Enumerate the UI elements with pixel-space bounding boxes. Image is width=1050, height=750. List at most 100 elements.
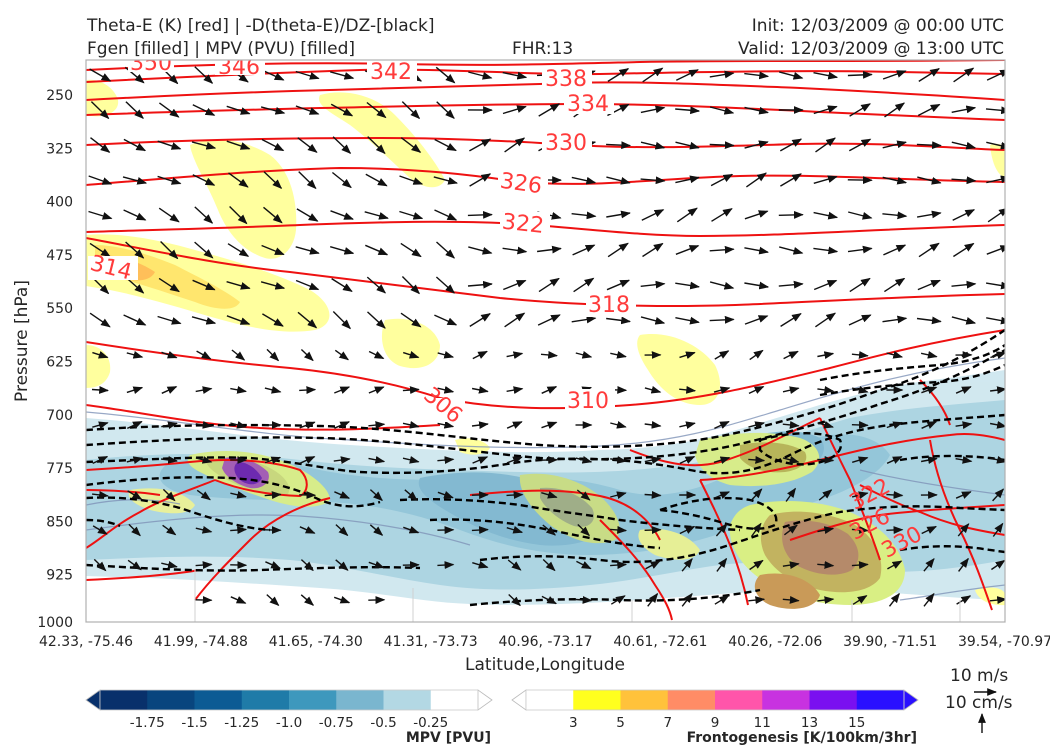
wind-vector — [921, 421, 938, 429]
wind-vector — [299, 456, 316, 464]
wind-vector — [887, 560, 903, 570]
wind-vector — [93, 558, 107, 572]
wind-vector — [782, 596, 800, 604]
wind-vector — [506, 491, 524, 499]
wind-vector — [644, 456, 662, 465]
x-tick-label: 40.61, -72.61 — [613, 634, 707, 650]
wind-vector — [606, 141, 632, 150]
wind-vector — [122, 176, 148, 185]
wind-vector — [785, 487, 796, 502]
mpv-colorbar-tick-label: -0.25 — [413, 715, 448, 731]
mpv-colorbar-swatch — [147, 690, 195, 710]
wind-vector — [469, 173, 492, 187]
wind-vector — [709, 141, 735, 150]
wind-vector — [990, 351, 1005, 359]
wind-vector — [126, 351, 144, 359]
wind-vector — [951, 280, 977, 289]
wind-vector — [920, 350, 938, 359]
wind-vector — [506, 386, 524, 395]
wind-vector — [192, 279, 216, 291]
mpv-colorbar-swatch — [430, 690, 479, 710]
wind-vector — [266, 594, 280, 607]
wind-vector — [744, 106, 769, 115]
wind-vector — [158, 102, 180, 118]
theta-e-labels: 350 346 342 338 334 330 326 322 318 314 … — [88, 60, 926, 564]
surface-gridlines — [194, 570, 961, 622]
wind-vector — [507, 559, 522, 571]
wind-vector — [260, 106, 286, 115]
mpv-colorbar-swatch — [241, 690, 290, 710]
wind-vector — [364, 211, 389, 220]
wind-vector — [230, 526, 248, 534]
mpv-colorbar-swatch — [383, 690, 432, 710]
wind-vector — [848, 314, 872, 326]
wind-vector — [782, 561, 800, 570]
wind-vector — [128, 523, 141, 537]
wind-vector — [262, 313, 284, 327]
wind-vector — [610, 526, 628, 534]
init-time: Init: 12/03/2009 @ 00:00 UTC — [752, 16, 1004, 36]
wind-vector — [335, 559, 349, 571]
wind-vector — [399, 210, 424, 220]
wind-vector — [709, 315, 735, 324]
wind-vector — [610, 350, 627, 359]
wind-vector — [955, 491, 972, 499]
wind-key: 10 m/s 10 cm/s — [945, 666, 1013, 733]
wind-vector — [955, 421, 973, 430]
wind-vector — [123, 209, 147, 221]
plot-frame — [85, 59, 1006, 623]
mpv-colorbar-title: MPV [PVU] — [406, 730, 491, 746]
wind-vector — [126, 456, 144, 465]
wind-vector — [714, 420, 730, 430]
label-318: 318 — [588, 293, 630, 318]
wind-vector — [400, 312, 422, 328]
wind-key-horizontal: 10 m/s — [950, 666, 1008, 686]
y-axis-label: Pressure [hPa] — [12, 280, 32, 402]
wind-vector — [330, 103, 354, 117]
chart-title-line2: Fgen [filled] | MPV (PVU) [filled] — [87, 39, 355, 59]
wind-vector — [606, 210, 631, 219]
wind-vector — [710, 173, 734, 187]
wind-vector — [89, 242, 111, 258]
wind-vector — [157, 315, 182, 325]
wind-vector — [748, 456, 766, 464]
wind-vector — [88, 210, 113, 220]
mpv-colorbar-tick-label: -1.0 — [276, 715, 302, 731]
forecast-hour: FHR:13 — [512, 39, 573, 59]
wind-vector — [369, 524, 384, 536]
wind-vector — [923, 558, 935, 572]
wind-vector — [471, 421, 489, 429]
wind-vector — [713, 386, 731, 395]
wind-vector — [434, 314, 458, 326]
wind-vector — [506, 421, 523, 429]
wind-vector — [851, 526, 869, 534]
wind-vector — [468, 71, 493, 80]
x-axis-ticks: 42.33, -75.46 41.99, -74.88 41.65, -74.30 4… — [39, 634, 1050, 650]
wind-vector — [679, 525, 696, 535]
wind-vector — [884, 277, 906, 293]
wind-vector — [744, 281, 770, 290]
wind-vector — [538, 103, 561, 117]
wind-vector — [471, 526, 489, 534]
wind-vector — [640, 176, 666, 185]
x-tick-label: 42.33, -75.46 — [39, 634, 133, 650]
wind-vector — [951, 316, 977, 325]
wind-vector — [606, 279, 631, 291]
y-tick-label: 550 — [46, 301, 73, 317]
wind-vector — [469, 313, 491, 327]
wind-vector — [333, 456, 351, 464]
y-tick-label: 925 — [46, 568, 73, 584]
wind-vector — [676, 207, 698, 223]
wind-vector — [125, 101, 144, 119]
wind-vector — [297, 311, 318, 329]
wind-vector — [992, 522, 1004, 537]
wind-vector — [160, 241, 179, 260]
wind-vector — [884, 102, 906, 118]
wind-vector — [230, 385, 247, 394]
wind-vector — [469, 138, 492, 152]
wind-vector — [679, 386, 697, 394]
wind-vector — [817, 596, 835, 604]
wind-vector — [542, 524, 556, 536]
wind-vector — [921, 525, 937, 535]
wind-vector — [610, 595, 626, 605]
